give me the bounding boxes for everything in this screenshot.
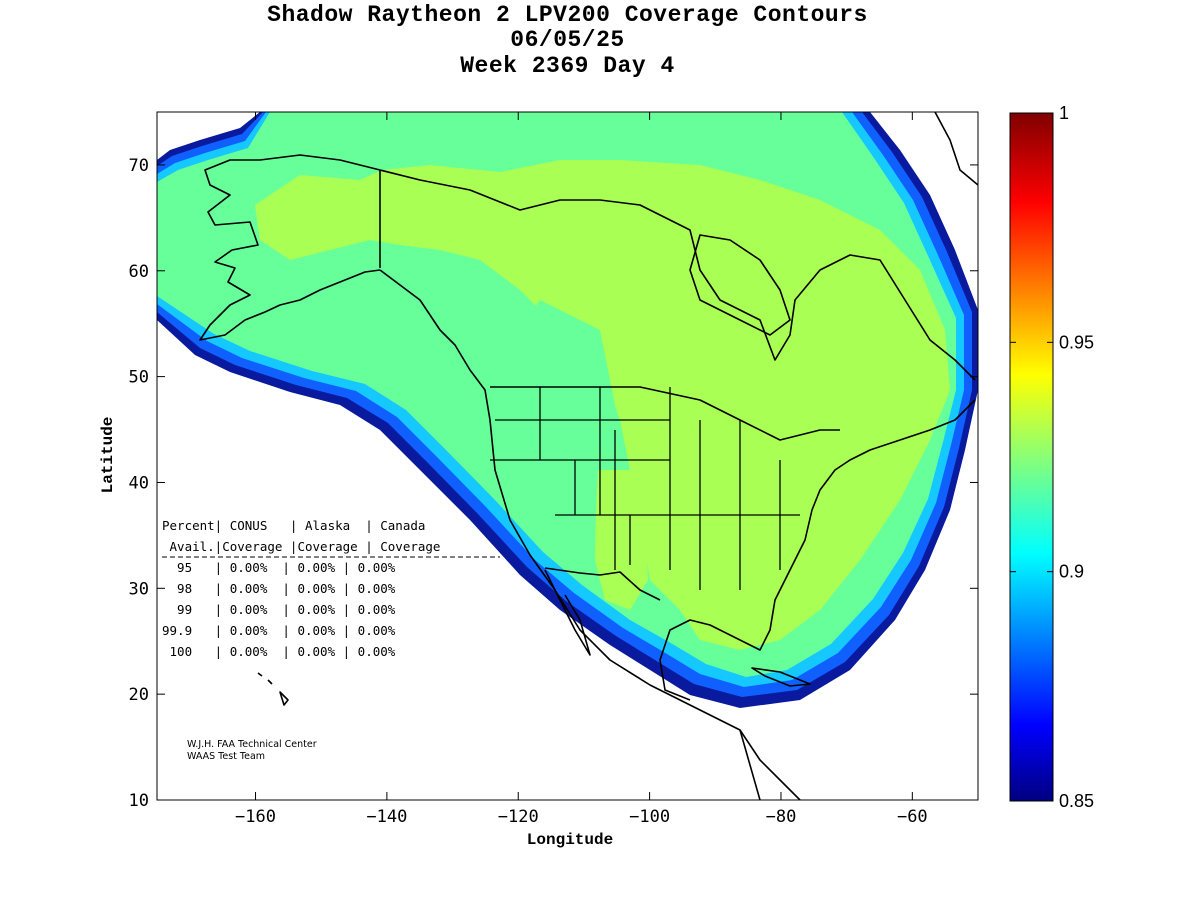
colorbar bbox=[1009, 112, 1054, 802]
y-tick-label: 20 bbox=[129, 685, 149, 705]
coast-alaska bbox=[199, 154, 381, 341]
x-tick-label: −140 bbox=[366, 807, 407, 827]
colorbar-tick-label: 1 bbox=[1059, 103, 1069, 123]
y-axis-ticks: 10 20 30 40 50 60 70 bbox=[129, 156, 978, 811]
contour-high-coverage-southwest bbox=[595, 470, 648, 610]
credit-line-1: W.J.H. FAA Technical Center bbox=[187, 739, 317, 750]
x-axis-label: Longitude bbox=[527, 831, 613, 849]
plot-frame bbox=[156, 111, 979, 801]
y-tick-label: 70 bbox=[129, 156, 149, 176]
coast-cuba bbox=[751, 667, 811, 687]
coast-canada-north bbox=[379, 169, 976, 381]
stats-row: 99.9 | 0.00% | 0.00% | 0.00% bbox=[162, 623, 396, 638]
colorbar-ticks: 0.85 0.9 0.95 1 bbox=[1010, 103, 1094, 811]
x-tick-label: −80 bbox=[766, 807, 797, 827]
coverage-contours bbox=[157, 112, 978, 708]
y-tick-label: 10 bbox=[129, 791, 149, 811]
coverage-stats-table: Percent| CONUS | Alaska | Canada Avail.|… bbox=[162, 518, 500, 659]
colorbar-tick-label: 0.85 bbox=[1059, 791, 1094, 811]
coast-central-america bbox=[739, 729, 801, 800]
stats-row: 95 | 0.00% | 0.00% | 0.00% bbox=[162, 560, 396, 575]
x-axis-ticks: −160 −140 −120 −100 −80 −60 bbox=[235, 112, 928, 827]
y-tick-label: 50 bbox=[129, 368, 149, 388]
us-state-lines bbox=[490, 387, 800, 590]
stats-header-2: Avail.|Coverage |Coverage | Coverage bbox=[162, 539, 440, 554]
stats-header-1: Percent| CONUS | Alaska | Canada bbox=[162, 518, 425, 533]
y-tick-label: 40 bbox=[129, 473, 149, 493]
x-tick-label: −60 bbox=[897, 807, 928, 827]
coast-atlantic bbox=[659, 399, 976, 701]
colorbar-tick-label: 0.95 bbox=[1059, 332, 1094, 352]
figure-title-line-1: Shadow Raytheon 2 LPV200 Coverage Contou… bbox=[267, 2, 868, 28]
stats-row: 99 | 0.00% | 0.00% | 0.00% bbox=[162, 602, 396, 617]
coast-hawaii bbox=[257, 672, 289, 706]
y-tick-label: 60 bbox=[129, 262, 149, 282]
coast-greenland bbox=[934, 112, 978, 186]
x-tick-label: −100 bbox=[629, 807, 670, 827]
colorbar-tick-label: 0.9 bbox=[1059, 562, 1084, 582]
figure-title-line-2: 06/05/25 bbox=[510, 27, 625, 53]
x-tick-label: −120 bbox=[498, 807, 539, 827]
x-tick-label: −160 bbox=[235, 807, 276, 827]
y-tick-label: 30 bbox=[129, 579, 149, 599]
coast-hudson-bay bbox=[689, 234, 791, 336]
coast-baja bbox=[544, 569, 591, 656]
border-us-mexico bbox=[544, 567, 661, 601]
y-axis-label: Latitude bbox=[99, 417, 117, 494]
credit-line-2: WAAS Test Team bbox=[187, 751, 265, 762]
contour-high-coverage-north bbox=[255, 160, 950, 650]
figure-title-line-3: Week 2369 Day 4 bbox=[460, 53, 675, 79]
credits: W.J.H. FAA Technical Center WAAS Test Te… bbox=[187, 739, 317, 762]
coast-pacific-nw bbox=[379, 269, 761, 800]
stats-row: 98 | 0.00% | 0.00% | 0.00% bbox=[162, 581, 396, 596]
stats-row: 100 | 0.00% | 0.00% | 0.00% bbox=[162, 644, 396, 659]
coastlines bbox=[199, 112, 978, 800]
